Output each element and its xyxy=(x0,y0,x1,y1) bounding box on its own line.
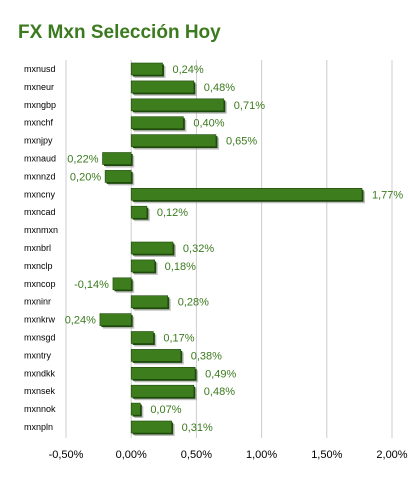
category-label: mxnjpy xyxy=(24,136,53,146)
bar-mxnnok xyxy=(130,402,144,419)
data-label: 0,22% xyxy=(67,154,98,166)
bar-mxnaud xyxy=(102,152,135,168)
data-label: 0,38% xyxy=(191,350,222,362)
bar-face xyxy=(130,259,155,273)
category-label: mxntry xyxy=(24,350,52,360)
data-label: 0,48% xyxy=(204,82,235,94)
category-label: mxncad xyxy=(24,207,56,217)
bar-face xyxy=(104,170,132,183)
category-label: mxndkk xyxy=(24,368,56,378)
bar-mxnchf xyxy=(130,116,187,132)
data-label: 0,24% xyxy=(65,315,96,327)
data-label: 0,28% xyxy=(178,297,209,309)
category-label: mxnsek xyxy=(24,386,56,396)
category-label: mxninr xyxy=(24,297,51,307)
value-labels: 0,24%0,48%0,71%0,40%0,65%0,22%0,20%1,77%… xyxy=(65,64,404,434)
data-label: 0,17% xyxy=(163,333,194,345)
bar-face xyxy=(130,402,141,416)
data-label: 0,49% xyxy=(205,368,236,380)
data-label: 1,77% xyxy=(372,189,403,201)
data-label: 0,18% xyxy=(165,261,196,273)
bar-face xyxy=(130,116,184,129)
bar-face xyxy=(130,62,163,76)
bar-face xyxy=(130,420,172,434)
bar-mxnjpy xyxy=(130,134,219,150)
category-label: mxncny xyxy=(24,189,56,199)
bar-mxnusd xyxy=(130,62,166,78)
category-label: mxnnzd xyxy=(24,171,56,181)
bar-mxncny xyxy=(130,188,366,204)
category-label: mxnmxn xyxy=(24,225,58,235)
chart-title: FX Mxn Selección Hoy xyxy=(18,22,221,43)
data-label: 0,12% xyxy=(157,207,188,219)
bar-mxnkrw xyxy=(99,313,135,329)
category-label: mxncop xyxy=(24,279,56,289)
grid-layer xyxy=(65,60,393,438)
x-tick-label: 1,00% xyxy=(246,449,277,461)
x-axis-tick-labels: -0,50% 0,00% 0,50% 1,00% 1,50% 2,00% xyxy=(49,449,408,461)
data-label: 0,48% xyxy=(204,386,235,398)
category-label: mxngbp xyxy=(24,100,56,110)
bar-face xyxy=(130,331,154,344)
bar-mxnpln xyxy=(130,420,175,436)
data-label: 0,20% xyxy=(70,171,101,183)
bar-mxnnzd xyxy=(104,170,135,186)
data-label: 0,24% xyxy=(172,64,203,76)
category-labels: mxnusd mxneur mxngbp mxnchf mxnjpy mxnaud mxnn… xyxy=(24,64,58,432)
bar-mxntry xyxy=(130,349,184,365)
bar-face xyxy=(130,384,195,398)
bar-mxneur xyxy=(130,80,197,96)
category-label: mxnaud xyxy=(24,154,56,164)
bar-face xyxy=(130,241,174,255)
bar-face xyxy=(130,366,196,380)
bar-face xyxy=(130,98,225,112)
category-label: mxnkrw xyxy=(24,315,55,325)
bar-mxndkk xyxy=(130,366,199,383)
x-tick-label: 0,50% xyxy=(181,449,212,461)
bar-face xyxy=(112,277,132,291)
category-label: mxnpln xyxy=(24,422,53,432)
x-tick-label: 2,00% xyxy=(376,449,407,461)
bar-mxnbrl xyxy=(130,241,176,257)
bar-face xyxy=(99,313,132,326)
bar-mxnsek xyxy=(130,384,197,401)
data-label: 0,65% xyxy=(226,136,257,148)
x-tick-label: 1,50% xyxy=(311,449,342,461)
category-label: mxnnok xyxy=(24,404,56,414)
data-label: -0,14% xyxy=(74,279,109,291)
bar-face xyxy=(130,349,182,362)
data-label: 0,40% xyxy=(193,118,224,130)
bar-mxngbp xyxy=(130,98,227,114)
bars-layer xyxy=(99,62,366,436)
bar-mxninr xyxy=(130,295,171,311)
bar-face xyxy=(130,134,217,147)
data-label: 0,32% xyxy=(183,243,214,255)
x-tick-label: -0,50% xyxy=(49,449,84,461)
bar-mxnclp xyxy=(130,259,158,275)
category-label: mxnclp xyxy=(24,261,53,271)
data-label: 0,71% xyxy=(234,100,265,112)
data-label: 0,07% xyxy=(150,404,181,416)
data-label: 0,31% xyxy=(182,422,213,434)
category-label: mxnbrl xyxy=(24,243,51,253)
category-label: mxneur xyxy=(24,82,54,92)
bar-mxncop xyxy=(112,277,135,293)
category-label: mxnchf xyxy=(24,118,54,128)
category-label: mxnsgd xyxy=(24,333,56,343)
bar-face xyxy=(130,80,195,94)
category-label: mxnusd xyxy=(24,64,56,74)
bar-mxncad xyxy=(130,205,150,222)
bar-face xyxy=(130,295,169,309)
bar-face xyxy=(130,205,148,219)
bar-face xyxy=(102,152,132,165)
bar-mxnsgd xyxy=(130,331,157,347)
x-tick-label: 0,00% xyxy=(116,449,147,461)
bar-face xyxy=(130,188,363,201)
